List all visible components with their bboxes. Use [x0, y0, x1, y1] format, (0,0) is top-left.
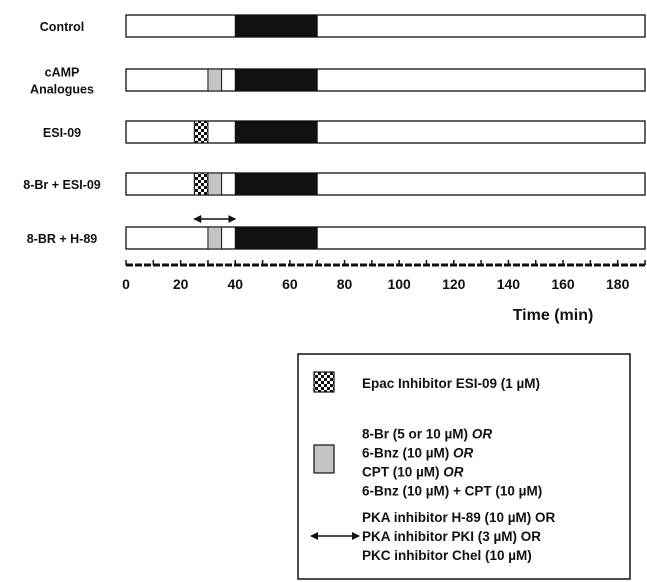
legend-text-run: 6-Bnz (10 µM)	[362, 446, 453, 461]
esi09-period	[194, 121, 208, 143]
tick-label: 140	[497, 276, 521, 292]
legend-text-italic: OR	[443, 465, 464, 480]
stimulus-period	[235, 227, 317, 249]
protocol-row: cAMP Analogues	[30, 66, 645, 97]
row-label: ESI-09	[43, 126, 81, 140]
protocol-row: 8-Br + ESI-09	[23, 173, 645, 195]
stimulus-period	[235, 173, 317, 195]
tick-label: 20	[173, 276, 189, 292]
legend-text-run: PKA inhibitor PKI (3 µM) OR	[362, 529, 541, 544]
legend-text-italic: OR	[472, 427, 493, 442]
tick-label: 80	[337, 276, 353, 292]
esi09-period	[194, 173, 208, 195]
camp-analogue-period	[208, 69, 222, 91]
row-label: Analogues	[30, 83, 94, 97]
legend-text: PKC inhibitor Chel (10 µM)	[362, 548, 532, 563]
gray-swatch	[314, 445, 334, 473]
protocol-row: ESI-09	[43, 121, 645, 143]
axis-title: Time (min)	[513, 307, 594, 324]
camp-analogue-period	[208, 173, 222, 195]
legend-text: 6-Bnz (10 µM) + CPT (10 µM)	[362, 484, 542, 499]
legend-text: Epac Inhibitor ESI-09 (1 µM)	[362, 376, 540, 391]
tick-label: 180	[606, 276, 630, 292]
row-label: 8-BR + H-89	[27, 232, 98, 246]
tick-label: 100	[387, 276, 411, 292]
legend-text-run: PKA inhibitor H-89 (10 µM) OR	[362, 510, 556, 525]
legend-text-run: PKC inhibitor Chel (10 µM)	[362, 548, 532, 563]
row-label: Control	[40, 20, 84, 34]
tick-label: 60	[282, 276, 298, 292]
tick-label: 40	[227, 276, 243, 292]
tick-label: 0	[122, 276, 130, 292]
legend-text: 8-Br (5 or 10 µM) OR	[362, 427, 492, 442]
legend-text-run: 8-Br (5 or 10 µM)	[362, 427, 472, 442]
legend-text-run: 6-Bnz (10 µM) + CPT (10 µM)	[362, 484, 542, 499]
protocol-rows: Control cAMP Analogues ESI-09 8-Br + ESI-09 8…	[23, 15, 645, 249]
legend-text: CPT (10 µM) OR	[362, 465, 464, 480]
timeline-bar	[126, 15, 645, 37]
stimulus-period	[235, 69, 317, 91]
legend-text-run: Epac Inhibitor ESI-09 (1 µM)	[362, 376, 540, 391]
legend-text: PKA inhibitor PKI (3 µM) OR	[362, 529, 541, 544]
legend-text-italic: OR	[453, 446, 474, 461]
row-label: 8-Br + ESI-09	[23, 178, 101, 192]
timeline-bar	[126, 227, 645, 249]
camp-analogue-period	[208, 227, 222, 249]
timeline-bar	[126, 69, 645, 91]
stimulus-period	[235, 15, 317, 37]
legend-text-run: CPT (10 µM)	[362, 465, 443, 480]
tick-label: 160	[551, 276, 575, 292]
tick-label: 120	[442, 276, 466, 292]
protocol-row: Control	[40, 15, 645, 37]
legend-text: PKA inhibitor H-89 (10 µM) OR	[362, 510, 556, 525]
stimulus-period	[235, 121, 317, 143]
legend-text: 6-Bnz (10 µM) OR	[362, 446, 474, 461]
row-label: cAMP	[45, 66, 80, 80]
time-axis: 0 20 40 60 80 100 120 140 160 180 Time (min)	[122, 260, 645, 324]
checker-swatch	[314, 372, 334, 392]
legend: Epac Inhibitor ESI-09 (1 µM) 8-Br (5 or 1…	[298, 354, 630, 579]
protocol-row: 8-BR + H-89	[27, 219, 645, 249]
